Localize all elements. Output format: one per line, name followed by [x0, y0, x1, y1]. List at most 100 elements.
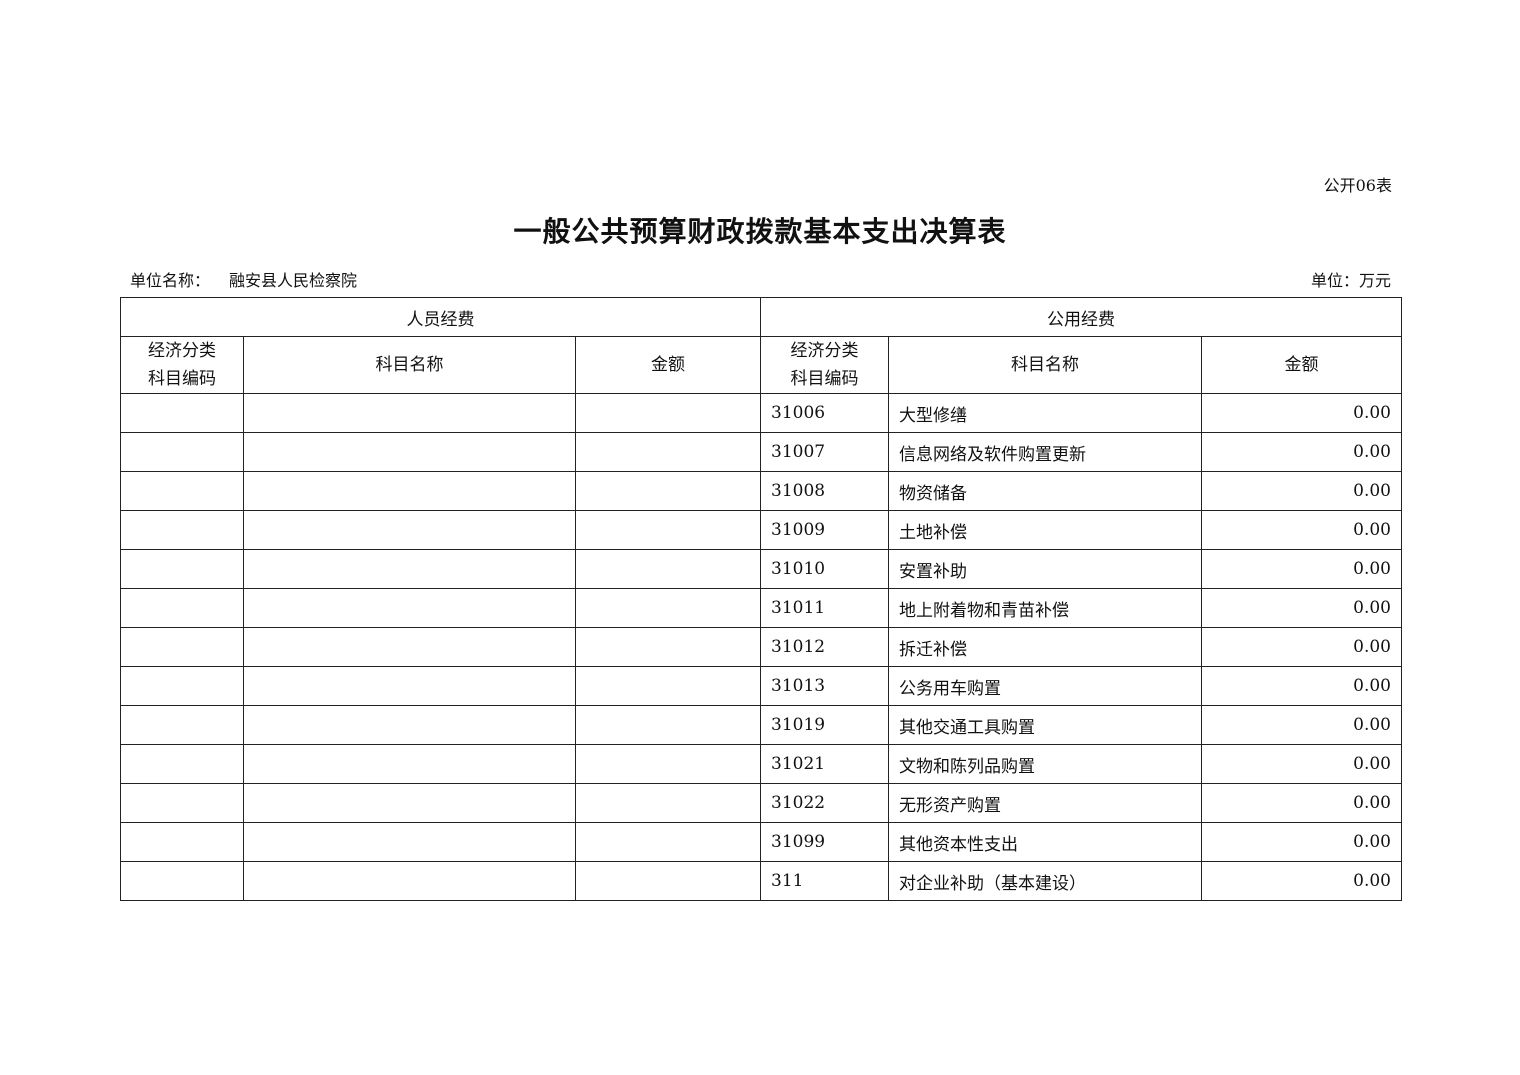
public-amount-cell: 0.00	[1201, 627, 1402, 667]
personnel-amount-cell	[575, 744, 761, 784]
table-row: 31019 其他交通工具购置 0.00	[120, 705, 1402, 745]
personnel-code-cell	[120, 744, 244, 784]
personnel-amount-cell	[575, 588, 761, 628]
public-name-cell: 公务用车购置	[888, 666, 1202, 706]
public-name-cell: 对企业补助（基本建设）	[888, 861, 1202, 901]
public-amount-cell: 0.00	[1201, 393, 1402, 433]
public-expense-header: 公用经费	[760, 297, 1402, 337]
personnel-name-cell	[243, 744, 576, 784]
personnel-code-cell	[120, 471, 244, 511]
expenditure-table: 人员经费 公用经费 经济分类 科目编码 科目名称 金额 经济分类 科目编码 科目名称…	[120, 297, 1402, 901]
personnel-code-cell	[120, 627, 244, 667]
name-header: 科目名称	[888, 336, 1202, 394]
form-number: 公开06表	[1323, 176, 1392, 195]
personnel-amount-cell	[575, 471, 761, 511]
public-amount-cell: 0.00	[1201, 822, 1402, 862]
personnel-code-cell	[120, 783, 244, 823]
personnel-name-cell	[243, 471, 576, 511]
public-name-cell: 土地补偿	[888, 510, 1202, 550]
personnel-code-cell	[120, 822, 244, 862]
public-name-cell: 物资储备	[888, 471, 1202, 511]
personnel-code-cell	[120, 705, 244, 745]
public-name-cell: 地上附着物和青苗补偿	[888, 588, 1202, 628]
personnel-name-cell	[243, 549, 576, 589]
personnel-code-cell	[120, 861, 244, 901]
personnel-code-cell	[120, 666, 244, 706]
public-amount-cell: 0.00	[1201, 705, 1402, 745]
currency-unit: 单位：万元	[1310, 271, 1391, 290]
personnel-amount-cell	[575, 666, 761, 706]
personnel-name-cell	[243, 705, 576, 745]
public-code-cell: 31013	[760, 666, 889, 706]
public-code-cell: 31006	[760, 393, 889, 433]
table-row: 31009 土地补偿 0.00	[120, 510, 1402, 550]
public-name-cell: 拆迁补偿	[888, 627, 1202, 667]
public-code-cell: 31011	[760, 588, 889, 628]
public-code-cell: 311	[760, 861, 889, 901]
table-row: 31013 公务用车购置 0.00	[120, 666, 1402, 706]
personnel-name-cell	[243, 822, 576, 862]
page-title: 一般公共预算财政拨款基本支出决算表	[513, 215, 1007, 248]
table-row: 31006 大型修缮 0.00	[120, 393, 1402, 433]
personnel-amount-cell	[575, 783, 761, 823]
public-name-cell: 安置补助	[888, 549, 1202, 589]
public-code-cell: 31022	[760, 783, 889, 823]
personnel-amount-cell	[575, 822, 761, 862]
public-code-cell: 31012	[760, 627, 889, 667]
personnel-amount-cell	[575, 549, 761, 589]
personnel-code-cell	[120, 510, 244, 550]
public-name-cell: 大型修缮	[888, 393, 1202, 433]
public-amount-cell: 0.00	[1201, 744, 1402, 784]
public-amount-cell: 0.00	[1201, 432, 1402, 472]
public-code-cell: 31009	[760, 510, 889, 550]
personnel-amount-cell	[575, 861, 761, 901]
personnel-amount-cell	[575, 432, 761, 472]
public-amount-cell: 0.00	[1201, 861, 1402, 901]
public-code-cell: 31019	[760, 705, 889, 745]
public-name-cell: 文物和陈列品购置	[888, 744, 1202, 784]
code-header: 经济分类 科目编码	[760, 336, 889, 394]
personnel-expense-header: 人员经费	[120, 297, 761, 337]
personnel-name-cell	[243, 510, 576, 550]
code-header-line1: 经济分类	[148, 341, 216, 361]
table-row: 311 对企业补助（基本建设） 0.00	[120, 861, 1402, 901]
public-name-cell: 信息网络及软件购置更新	[888, 432, 1202, 472]
personnel-name-cell	[243, 861, 576, 901]
table-row: 31010 安置补助 0.00	[120, 549, 1402, 589]
personnel-code-cell	[120, 549, 244, 589]
public-amount-cell: 0.00	[1201, 666, 1402, 706]
group-header-row: 人员经费 公用经费	[120, 297, 1402, 337]
personnel-code-cell	[120, 432, 244, 472]
table-row: 31021 文物和陈列品购置 0.00	[120, 744, 1402, 784]
personnel-amount-cell	[575, 393, 761, 433]
public-amount-cell: 0.00	[1201, 510, 1402, 550]
public-code-cell: 31099	[760, 822, 889, 862]
public-code-cell: 31021	[760, 744, 889, 784]
table-row: 31022 无形资产购置 0.00	[120, 783, 1402, 823]
public-name-cell: 无形资产购置	[888, 783, 1202, 823]
personnel-amount-cell	[575, 510, 761, 550]
code-header: 经济分类 科目编码	[120, 336, 244, 394]
amount-header: 金额	[1201, 336, 1402, 394]
unit-name-label: 单位名称：	[130, 271, 211, 290]
unit-name-value: 融安县人民检察院	[229, 271, 358, 290]
code-header-line2: 科目编码	[148, 369, 216, 389]
personnel-amount-cell	[575, 627, 761, 667]
public-amount-cell: 0.00	[1201, 783, 1402, 823]
personnel-name-cell	[243, 783, 576, 823]
table-row: 31099 其他资本性支出 0.00	[120, 822, 1402, 862]
amount-header: 金额	[575, 336, 761, 394]
public-code-cell: 31008	[760, 471, 889, 511]
personnel-name-cell	[243, 588, 576, 628]
table-row: 31011 地上附着物和青苗补偿 0.00	[120, 588, 1402, 628]
public-name-cell: 其他交通工具购置	[888, 705, 1202, 745]
public-amount-cell: 0.00	[1201, 471, 1402, 511]
public-amount-cell: 0.00	[1201, 588, 1402, 628]
code-header-line2: 科目编码	[790, 369, 859, 389]
public-name-cell: 其他资本性支出	[888, 822, 1202, 862]
table-row: 31012 拆迁补偿 0.00	[120, 627, 1402, 667]
personnel-name-cell	[243, 666, 576, 706]
personnel-code-cell	[120, 588, 244, 628]
public-code-cell: 31010	[760, 549, 889, 589]
personnel-name-cell	[243, 432, 576, 472]
